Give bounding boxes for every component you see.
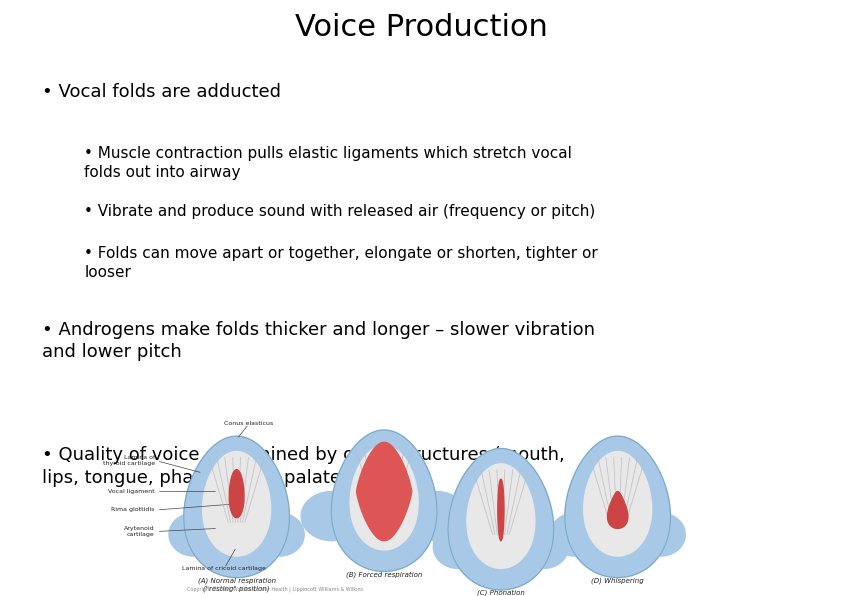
Polygon shape [520,525,568,569]
Text: Vocal ligament: Vocal ligament [109,489,155,494]
Text: (A) Normal respiration
("resting" position): (A) Normal respiration ("resting" positi… [198,578,275,592]
Polygon shape [608,492,628,529]
Polygon shape [448,449,554,590]
Text: Voice Production: Voice Production [295,13,547,42]
Text: Conus elasticus: Conus elasticus [224,421,274,426]
Text: • Androgens make folds thicker and longer – slower vibration
and lower pitch: • Androgens make folds thicker and longe… [42,321,595,361]
Polygon shape [229,470,244,518]
Text: Lamina of cricoid cartilage: Lamina of cricoid cartilage [183,566,266,571]
Polygon shape [350,445,418,550]
Polygon shape [255,513,304,556]
Polygon shape [565,436,670,578]
Text: Lamina of
thyroid cartilage: Lamina of thyroid cartilage [103,455,155,466]
Polygon shape [584,452,652,556]
Polygon shape [406,492,467,541]
Text: Rima glottidis: Rima glottidis [111,507,155,513]
Polygon shape [203,452,270,556]
Text: (B) Forced respiration: (B) Forced respiration [346,572,423,578]
Text: • Quality of voice determined by other structures (mouth,
lips, tongue, pharynx,: • Quality of voice determined by other s… [42,446,565,486]
Text: Arytenoid
cartilage: Arytenoid cartilage [125,526,155,537]
Text: (C) Phonation: (C) Phonation [477,590,525,596]
Text: • Folds can move apart or together, elongate or shorten, tighter or
looser: • Folds can move apart or together, elon… [84,246,598,280]
Text: • Vocal folds are adducted: • Vocal folds are adducted [42,83,281,101]
Polygon shape [550,513,600,556]
Polygon shape [169,513,218,556]
Polygon shape [301,492,363,541]
Text: Copyright © 2010 Wolters Kluwer Health | Lippincott Williams & Wilkins: Copyright © 2010 Wolters Kluwer Health |… [188,587,364,593]
Text: • Vibrate and produce sound with released air (frequency or pitch): • Vibrate and produce sound with release… [84,204,595,219]
Polygon shape [434,525,482,569]
Polygon shape [184,436,290,578]
Text: (D) Whispering: (D) Whispering [591,578,644,584]
Text: • Muscle contraction pulls elastic ligaments which stretch vocal
folds out into : • Muscle contraction pulls elastic ligam… [84,146,572,179]
Polygon shape [467,464,535,569]
Polygon shape [356,442,412,541]
Polygon shape [331,430,437,572]
Polygon shape [636,513,685,556]
Polygon shape [498,479,504,541]
